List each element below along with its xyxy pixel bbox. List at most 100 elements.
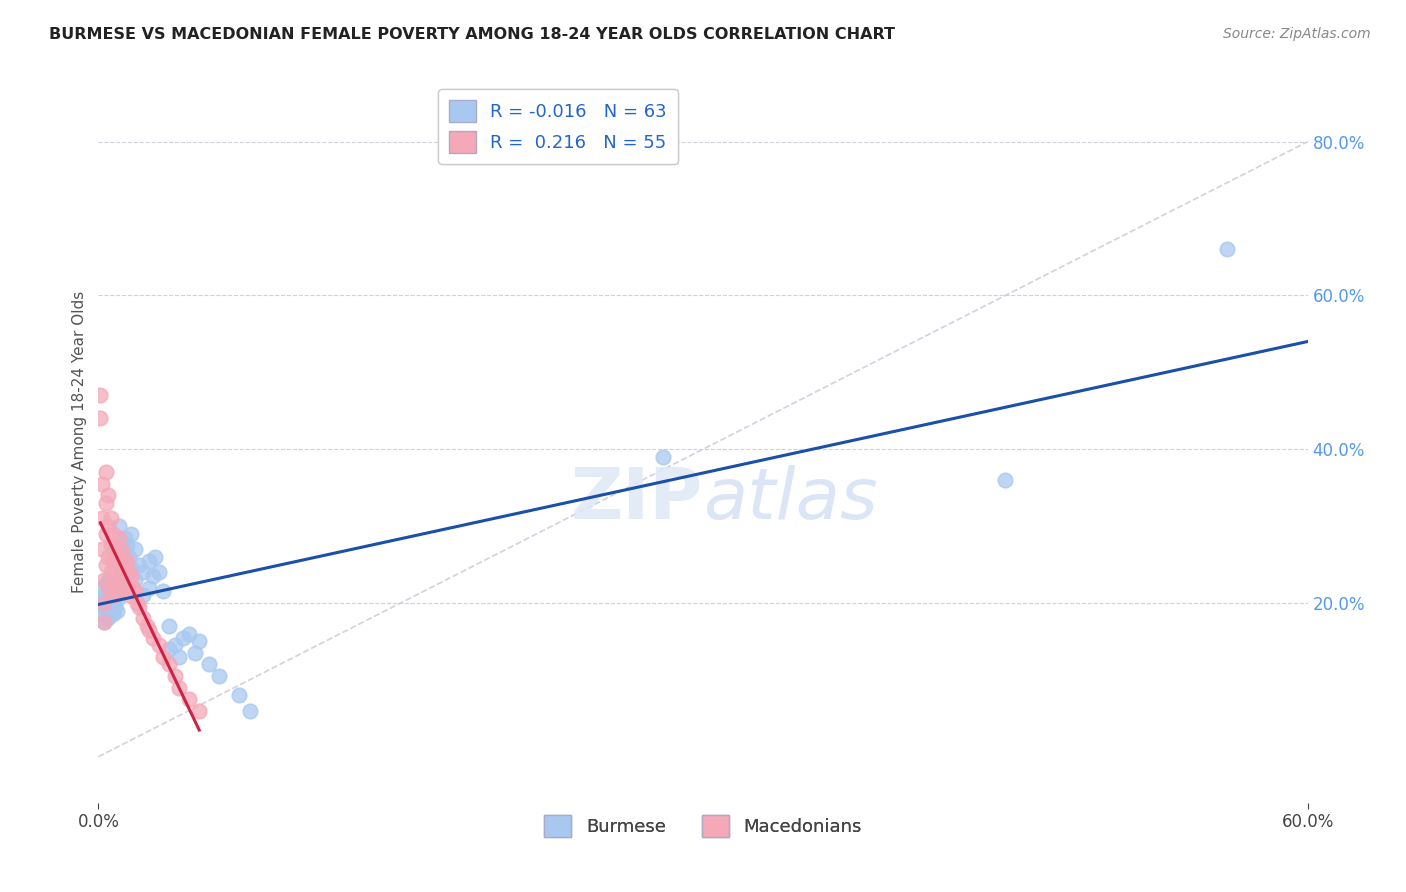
Point [188,704,211,718]
Point [651,450,673,464]
Point [239,704,262,718]
Point [103,588,125,602]
Point [115,538,138,552]
Text: atlas: atlas [703,465,877,533]
Text: Source: ZipAtlas.com: Source: ZipAtlas.com [1223,27,1371,41]
Point [138,623,160,637]
Point [167,649,190,664]
Text: BURMESE VS MACEDONIAN FEMALE POVERTY AMONG 18-24 YEAR OLDS CORRELATION CHART: BURMESE VS MACEDONIAN FEMALE POVERTY AMO… [49,27,896,42]
Point [91,542,114,557]
Point [97,581,120,595]
Point [115,581,138,595]
Point [114,554,136,568]
Point [111,549,134,564]
Point [157,642,180,657]
Legend: Burmese, Macedonians: Burmese, Macedonians [537,808,869,845]
Point [101,607,124,622]
Point [1216,243,1239,257]
Point [179,626,201,640]
Point [228,688,250,702]
Point [148,638,170,652]
Point [93,615,115,630]
Point [107,558,129,572]
Point [96,592,118,607]
Point [120,526,142,541]
Point [100,511,122,525]
Point [110,542,132,557]
Point [132,611,155,625]
Point [96,465,118,479]
Point [96,576,118,591]
Point [89,388,111,402]
Point [124,573,146,587]
Point [111,542,134,557]
Point [163,669,186,683]
Text: ZIP: ZIP [571,465,703,533]
Point [96,558,118,572]
Point [91,511,114,525]
Point [152,649,174,664]
Point [93,596,115,610]
Point [103,588,125,602]
Point [101,581,124,595]
Point [124,584,146,599]
Point [198,657,221,672]
Point [105,554,128,568]
Point [120,561,142,575]
Point [184,646,207,660]
Point [128,599,150,614]
Point [132,588,155,602]
Point [115,569,138,583]
Point [105,592,128,607]
Point [142,569,165,583]
Point [115,554,138,568]
Point [152,584,174,599]
Point [138,554,160,568]
Point [111,576,134,591]
Point [91,476,114,491]
Point [179,692,201,706]
Point [93,588,115,602]
Point [105,576,128,591]
Point [107,549,129,564]
Point [163,638,186,652]
Point [97,596,120,610]
Point [100,565,122,579]
Point [97,549,120,564]
Point [107,519,129,533]
Point [128,558,150,572]
Point [101,584,124,599]
Point [135,619,157,633]
Point [89,581,111,595]
Point [124,542,146,557]
Point [172,631,194,645]
Point [105,604,128,618]
Point [97,611,120,625]
Point [125,596,148,610]
Point [148,565,170,579]
Point [91,596,114,610]
Point [110,565,132,579]
Point [100,581,122,595]
Point [97,584,120,599]
Point [96,496,118,510]
Point [100,592,122,607]
Point [118,588,141,602]
Point [118,565,141,579]
Point [93,573,115,587]
Point [157,619,180,633]
Point [110,569,132,583]
Point [143,549,166,564]
Point [96,526,118,541]
Point [97,573,120,587]
Point [103,542,125,557]
Point [107,531,129,545]
Point [111,573,134,587]
Point [120,569,142,583]
Point [142,631,165,645]
Point [107,581,129,595]
Point [110,534,132,549]
Point [101,526,124,541]
Point [107,584,129,599]
Point [101,596,124,610]
